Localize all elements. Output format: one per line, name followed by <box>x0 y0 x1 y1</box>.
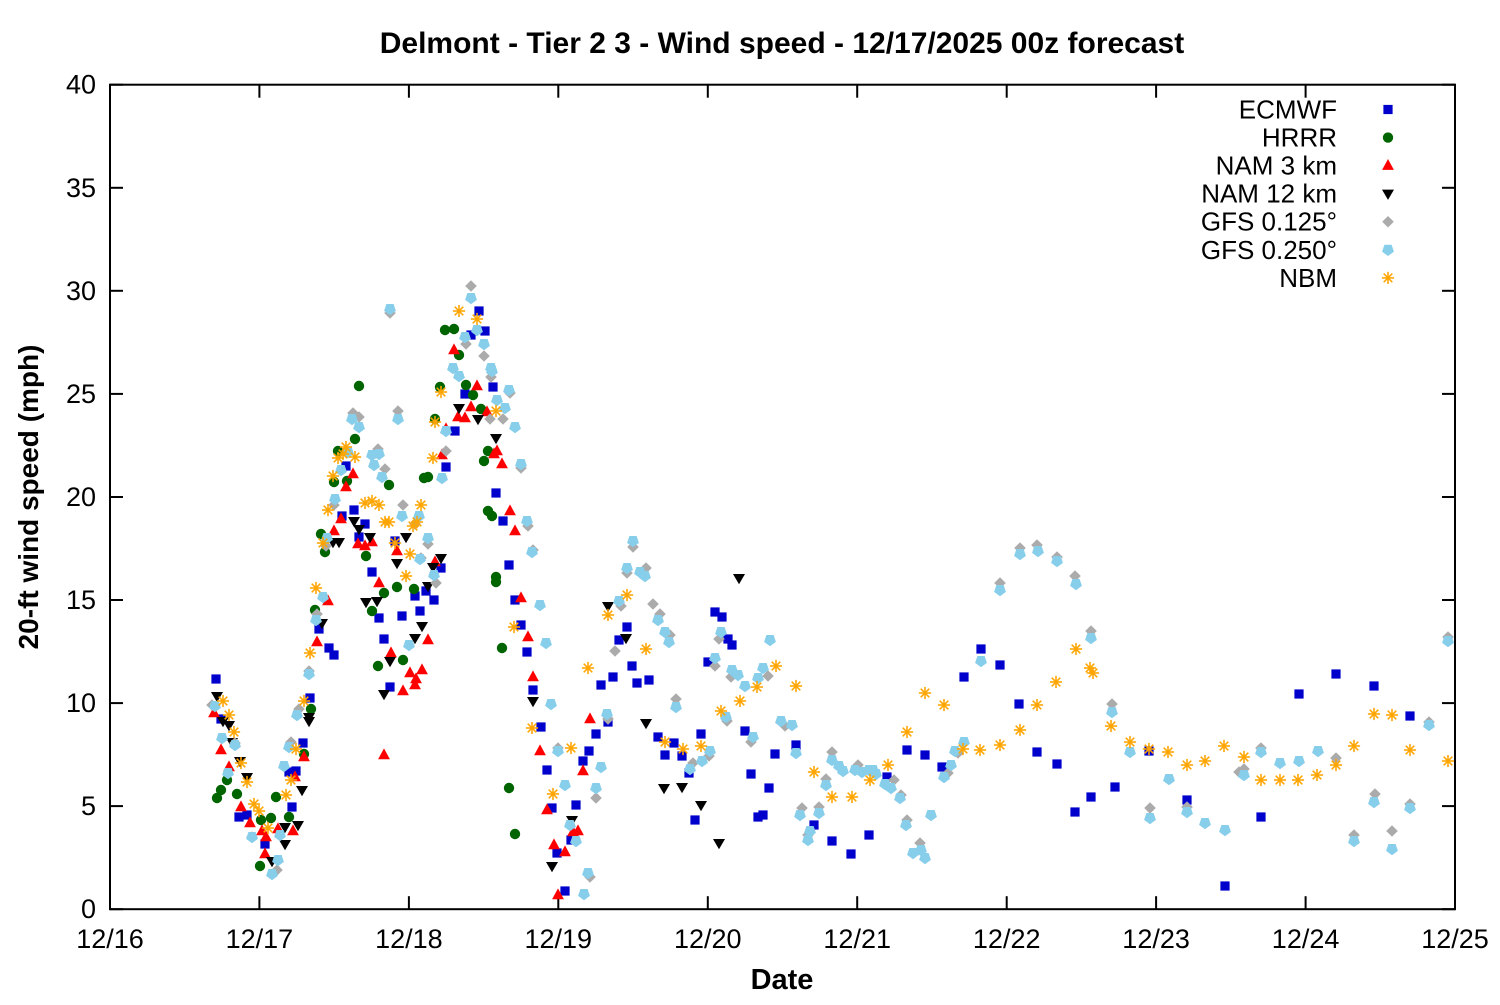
svg-text:GFS 0.125°: GFS 0.125° <box>1201 207 1337 237</box>
svg-text:10: 10 <box>66 688 96 718</box>
svg-text:12/22: 12/22 <box>973 924 1041 954</box>
svg-text:HRRR: HRRR <box>1262 123 1337 153</box>
svg-text:12/19: 12/19 <box>525 924 593 954</box>
svg-text:12/17: 12/17 <box>226 924 294 954</box>
svg-text:5: 5 <box>81 791 96 821</box>
svg-text:GFS 0.250°: GFS 0.250° <box>1201 235 1337 265</box>
svg-text:15: 15 <box>66 585 96 615</box>
svg-text:Delmont - Tier 2 3 - Wind spee: Delmont - Tier 2 3 - Wind speed - 12/17/… <box>380 27 1184 60</box>
svg-text:Date: Date <box>751 964 814 996</box>
svg-text:ECMWF: ECMWF <box>1239 95 1337 125</box>
svg-text:20-ft wind speed (mph): 20-ft wind speed (mph) <box>13 345 44 650</box>
svg-text:25: 25 <box>66 379 96 409</box>
svg-text:12/23: 12/23 <box>1122 924 1190 954</box>
svg-text:0: 0 <box>81 894 96 924</box>
svg-text:NAM 3 km: NAM 3 km <box>1216 151 1337 181</box>
svg-text:NAM 12 km: NAM 12 km <box>1201 179 1337 209</box>
svg-text:20: 20 <box>66 482 96 512</box>
svg-text:35: 35 <box>66 173 96 203</box>
svg-text:12/18: 12/18 <box>375 924 443 954</box>
svg-text:12/20: 12/20 <box>674 924 742 954</box>
svg-text:30: 30 <box>66 276 96 306</box>
svg-text:12/21: 12/21 <box>823 924 891 954</box>
svg-text:12/24: 12/24 <box>1272 924 1340 954</box>
svg-text:NBM: NBM <box>1279 263 1337 293</box>
svg-text:40: 40 <box>66 70 96 100</box>
svg-text:12/25: 12/25 <box>1421 924 1489 954</box>
svg-text:12/16: 12/16 <box>76 924 144 954</box>
